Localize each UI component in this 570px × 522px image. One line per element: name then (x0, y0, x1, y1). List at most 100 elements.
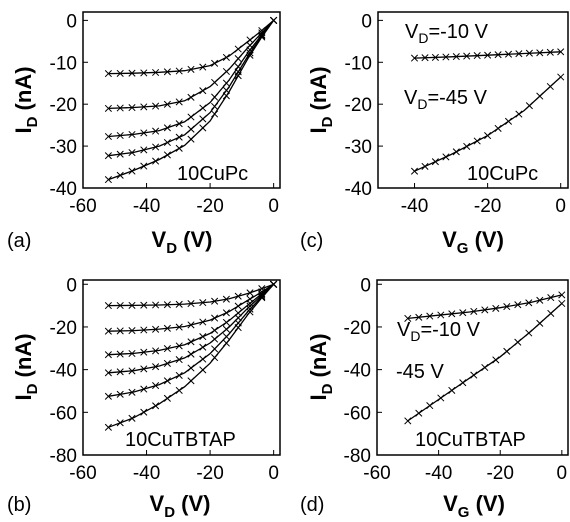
data-point-a-3-5 (163, 124, 171, 132)
data-point-a-5-7 (187, 135, 195, 143)
x-label-unit-b: (V) (175, 491, 210, 516)
data-point-a-1-1 (116, 69, 124, 77)
x-label-main-b: V (150, 491, 165, 516)
series-group-b (104, 280, 278, 431)
data-point-b-4-12 (246, 302, 254, 310)
series-group-d (404, 291, 566, 425)
data-point-b-2-2 (128, 327, 136, 335)
annotation-c-1-main: V (405, 21, 419, 43)
data-point-a-4-1 (116, 150, 124, 158)
data-point-d-2-2 (426, 402, 434, 410)
data-point-c-1-11 (525, 49, 533, 57)
data-point-d-2-1 (415, 409, 423, 417)
data-point-d-2-5 (459, 379, 467, 387)
plot-frame-d (376, 279, 569, 456)
data-point-d-1-0 (404, 314, 412, 322)
data-point-a-2-1 (116, 104, 124, 112)
y-tick-label-a-2: -20 (50, 95, 77, 116)
x-tick-label-b-0: -60 (69, 463, 96, 484)
x-tick-label-d-3: 0 (557, 463, 568, 484)
y-label-unit-c: (nA) (306, 66, 331, 116)
data-point-d-1-2 (426, 312, 434, 320)
series-line-a-5 (108, 20, 275, 181)
data-point-b-5-9 (211, 345, 219, 353)
annotation-c-2: VD=-45 V (404, 87, 488, 112)
data-point-a-5-0 (104, 176, 112, 184)
data-point-b-4-2 (128, 367, 136, 375)
data-point-b-3-0 (104, 351, 112, 359)
x-axis-label-b: VD (V) (150, 491, 211, 521)
data-point-c-1-12 (536, 49, 544, 57)
data-point-b-4-3 (140, 365, 148, 373)
data-point-b-2-11 (234, 302, 242, 310)
x-tick-label-c-2: 0 (555, 196, 566, 217)
data-point-a-5-11 (234, 72, 242, 80)
x-tick-label-c-0: -40 (401, 196, 428, 217)
data-point-b-6-12 (246, 308, 254, 316)
y-tick-label-c-0: 0 (361, 11, 372, 32)
data-point-a-1-5 (163, 68, 171, 76)
data-point-b-4-8 (199, 343, 207, 351)
data-point-b-1-5 (163, 301, 171, 309)
series-line-a-2 (108, 19, 275, 110)
data-point-b-1-3 (140, 301, 148, 309)
data-point-a-3-8 (199, 104, 207, 112)
data-point-a-5-3 (140, 162, 148, 170)
data-point-d-2-14 (558, 299, 566, 308)
data-point-b-2-9 (211, 314, 219, 322)
x-tick-label-a-0: -60 (69, 196, 96, 217)
y-tick-label-a-4: -40 (50, 179, 77, 200)
plot-frame-b (82, 279, 281, 456)
data-point-c-2-6 (473, 137, 481, 145)
y-tick-label-d-4: -80 (344, 446, 371, 467)
y-label-sub-b: D (24, 383, 41, 394)
y-tick-label-c-3: -30 (345, 137, 372, 158)
data-point-c-2-2 (431, 158, 439, 166)
series-line-b-3 (108, 283, 275, 356)
data-point-a-2-3 (140, 103, 148, 111)
annotation-c-2-rest: =-45 V (427, 87, 487, 109)
x-label-sub-b: D (164, 504, 175, 521)
data-point-a-2-5 (163, 100, 171, 108)
sample-label-c: 10CuPc (467, 163, 538, 185)
data-point-c-1-2 (431, 53, 439, 61)
data-point-a-3-10 (222, 79, 230, 87)
series-line-a-1 (108, 19, 275, 75)
y-axis-label-b: ID (nA) (11, 333, 41, 400)
data-point-b-5-3 (140, 385, 148, 393)
data-point-b-3-8 (199, 333, 207, 341)
y-label-sub-a: D (24, 116, 41, 127)
data-point-b-1-6 (175, 300, 183, 308)
panel-label-d: (d) (300, 494, 324, 516)
y-tick-label-d-0: 0 (360, 275, 371, 296)
panel-d: -60 -40 -20 00-20-40-60-80 VD=-10 V -45 V 1… (300, 275, 569, 521)
data-point-a-1-12 (246, 36, 254, 44)
annotation-d-1-sub: D (410, 328, 420, 344)
data-point-b-5-12 (246, 305, 254, 313)
data-point-b-3-2 (128, 349, 136, 358)
data-point-b-5-7 (187, 364, 195, 372)
data-point-c-2-0 (410, 167, 419, 175)
data-point-b-6-7 (187, 377, 195, 385)
plot-frame-c (377, 11, 569, 189)
data-point-a-1-7 (187, 65, 195, 73)
data-point-a-2-2 (128, 104, 136, 112)
data-point-a-3-0 (104, 132, 112, 141)
series-line-b-1 (108, 283, 274, 307)
data-point-b-6-10 (222, 339, 230, 347)
data-point-b-6-9 (211, 354, 219, 362)
annotation-c-2-sub: D (417, 96, 427, 112)
series-line-b-4 (108, 283, 275, 374)
data-point-b-4-10 (222, 325, 230, 333)
data-point-d-2-3 (437, 394, 445, 402)
data-point-d-2-11 (525, 329, 533, 337)
data-point-a-2-4 (152, 102, 160, 110)
x-label-main-a: V (152, 227, 167, 252)
data-point-a-2-6 (175, 98, 183, 106)
data-point-d-2-0 (404, 417, 412, 425)
data-point-b-6-11 (234, 324, 242, 332)
data-point-b-3-3 (140, 348, 148, 356)
data-point-c-1-13 (546, 48, 554, 56)
ticks-c: -40 -20 0 0 -10 -20 -30 -40 (345, 11, 566, 217)
data-point-a-3-3 (140, 129, 148, 137)
